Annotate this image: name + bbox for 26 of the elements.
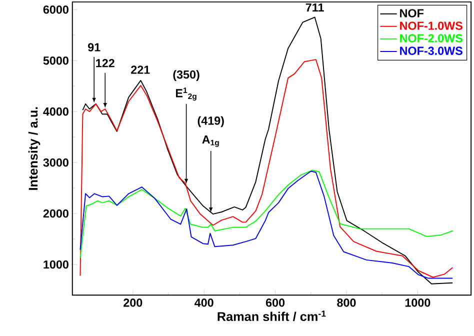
- annotation: 221: [131, 66, 150, 74]
- legend-label: NOF: [400, 9, 424, 18]
- annotation: A$_{1g}$: [202, 135, 219, 147]
- annotation: 122: [96, 58, 114, 68]
- annotation: 91: [88, 43, 100, 52]
- y-tick-label: 6000: [43, 5, 68, 14]
- x-tick-label: 200: [124, 298, 142, 307]
- y-tick-label: 5000: [43, 56, 68, 65]
- x-tick-label: 400: [194, 298, 214, 307]
- x-tick-label: 800: [337, 298, 356, 307]
- legend-label: NOF-1.0WS: [400, 22, 462, 30]
- line-series: [80, 170, 454, 279]
- x-tick-label: 600: [266, 298, 285, 307]
- y-tick-label: 4000: [43, 107, 68, 116]
- x-tick-label: 1000: [405, 298, 430, 307]
- y-axis-title: Intensity / a.u.: [28, 107, 40, 190]
- annotation: (419): [198, 116, 224, 128]
- x-axis-title: Raman shift / cm$^{-1}$: [218, 310, 326, 322]
- line-series: [80, 59, 454, 278]
- legend-label: NOF-3.0WS: [400, 46, 462, 55]
- legend-label: NOF-2.0WS: [400, 34, 462, 42]
- annotation: (350): [173, 70, 200, 81]
- y-tick-label: 1000: [44, 260, 68, 269]
- y-tick-label: 2000: [43, 209, 68, 218]
- y-tick-label: 3000: [43, 158, 68, 167]
- annotation: 711: [306, 3, 324, 12]
